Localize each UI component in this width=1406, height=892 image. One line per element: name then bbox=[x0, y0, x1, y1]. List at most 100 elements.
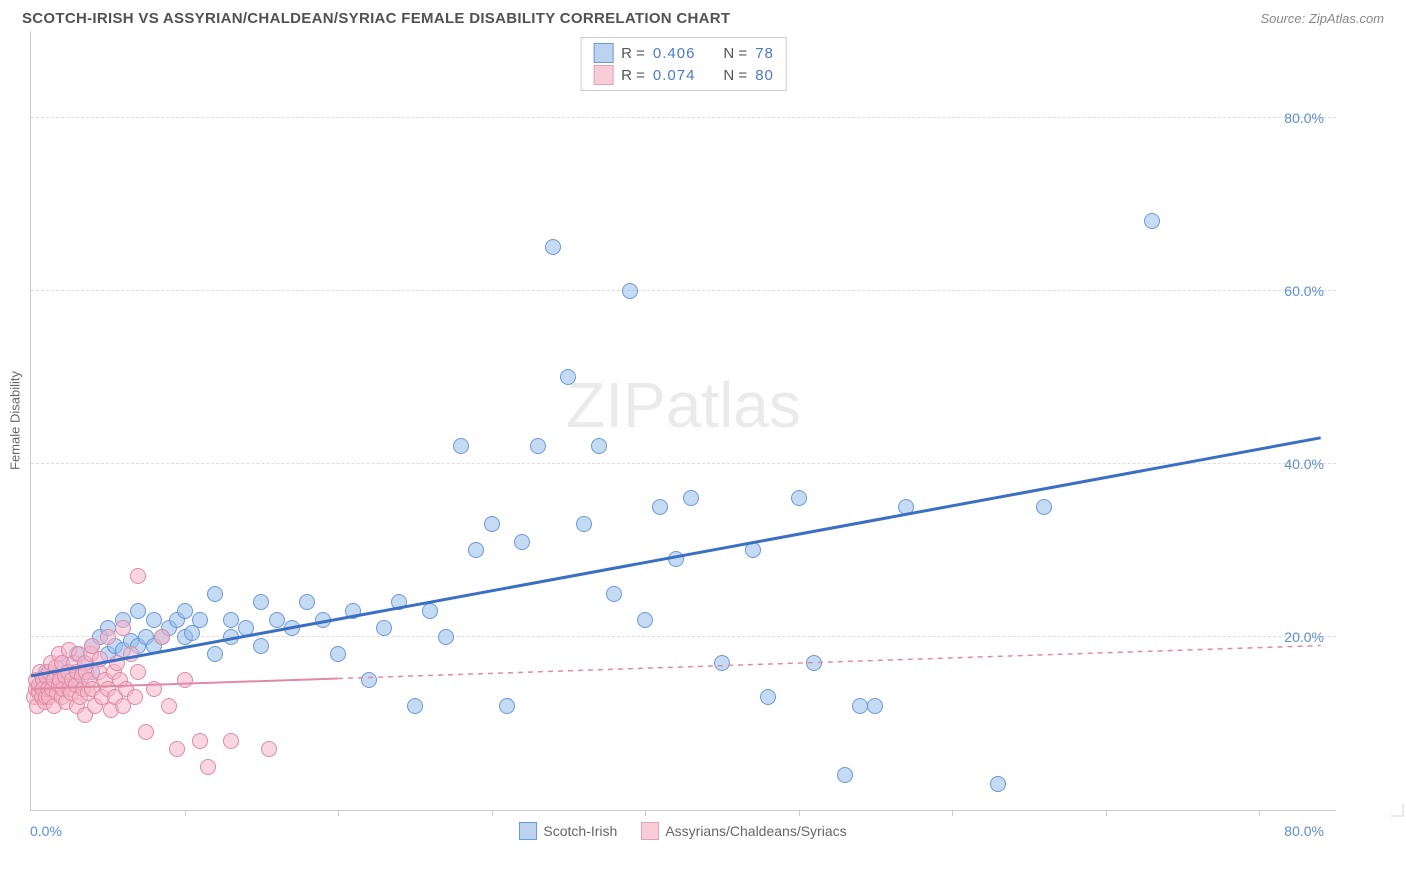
data-point-scotch-irish bbox=[391, 594, 407, 610]
data-point-scotch-irish bbox=[223, 629, 239, 645]
chart-title: SCOTCH-IRISH VS ASSYRIAN/CHALDEAN/SYRIAC… bbox=[22, 10, 730, 27]
legend-swatch-2 bbox=[593, 65, 613, 85]
legend-label-assyrians: Assyrians/Chaldeans/Syriacs bbox=[665, 823, 846, 839]
data-point-scotch-irish bbox=[622, 283, 638, 299]
data-point-scotch-irish bbox=[315, 612, 331, 628]
data-point-scotch-irish bbox=[269, 612, 285, 628]
plot-area: ZIPatlas R = 0.406 N = 78 R = 0.074 N = … bbox=[30, 31, 1336, 811]
y-tick-label: 80.0% bbox=[1284, 110, 1324, 126]
n-label-1: N = bbox=[723, 45, 747, 62]
legend-swatch-1 bbox=[593, 43, 613, 63]
y-tick-label: 40.0% bbox=[1284, 456, 1324, 472]
data-point-scotch-irish bbox=[299, 594, 315, 610]
data-point-assyrians bbox=[146, 681, 162, 697]
data-point-assyrians bbox=[130, 664, 146, 680]
r-value-1: 0.406 bbox=[653, 45, 696, 62]
data-point-scotch-irish bbox=[606, 586, 622, 602]
data-point-scotch-irish bbox=[146, 612, 162, 628]
y-tick-label: 20.0% bbox=[1284, 629, 1324, 645]
data-point-scotch-irish bbox=[361, 672, 377, 688]
data-point-scotch-irish bbox=[468, 542, 484, 558]
data-point-assyrians bbox=[192, 733, 208, 749]
data-point-scotch-irish bbox=[852, 698, 868, 714]
data-point-scotch-irish bbox=[345, 603, 361, 619]
legend-item-assyrians: Assyrians/Chaldeans/Syriacs bbox=[641, 822, 846, 840]
x-min-label: 0.0% bbox=[30, 823, 62, 839]
data-point-assyrians bbox=[177, 672, 193, 688]
x-max-label: 80.0% bbox=[1284, 823, 1324, 839]
data-point-scotch-irish bbox=[207, 586, 223, 602]
data-point-scotch-irish bbox=[1144, 213, 1160, 229]
data-point-assyrians bbox=[123, 646, 139, 662]
resize-icon bbox=[1390, 803, 1404, 817]
data-point-scotch-irish bbox=[591, 438, 607, 454]
data-point-scotch-irish bbox=[867, 698, 883, 714]
data-point-assyrians bbox=[223, 733, 239, 749]
source-credit: Source: ZipAtlas.com bbox=[1260, 11, 1384, 26]
data-point-assyrians bbox=[154, 629, 170, 645]
data-point-assyrians bbox=[92, 651, 108, 667]
gridline bbox=[31, 463, 1336, 464]
data-point-assyrians bbox=[115, 620, 131, 636]
data-point-scotch-irish bbox=[714, 655, 730, 671]
data-point-scotch-irish bbox=[668, 551, 684, 567]
r-label-1: R = bbox=[621, 45, 645, 62]
data-point-scotch-irish bbox=[177, 603, 193, 619]
data-point-scotch-irish bbox=[514, 534, 530, 550]
data-point-scotch-irish bbox=[253, 594, 269, 610]
data-point-scotch-irish bbox=[484, 516, 500, 532]
data-point-scotch-irish bbox=[898, 499, 914, 515]
data-point-scotch-irish bbox=[453, 438, 469, 454]
data-point-scotch-irish bbox=[576, 516, 592, 532]
r-label-2: R = bbox=[621, 67, 645, 84]
data-point-scotch-irish bbox=[791, 490, 807, 506]
data-point-scotch-irish bbox=[238, 620, 254, 636]
data-point-scotch-irish bbox=[806, 655, 822, 671]
data-point-scotch-irish bbox=[192, 612, 208, 628]
data-point-assyrians bbox=[130, 568, 146, 584]
data-point-scotch-irish bbox=[407, 698, 423, 714]
n-label-2: N = bbox=[723, 67, 747, 84]
legend-swatch-assyrians bbox=[641, 822, 659, 840]
data-point-scotch-irish bbox=[683, 490, 699, 506]
data-point-scotch-irish bbox=[376, 620, 392, 636]
data-point-scotch-irish bbox=[1036, 499, 1052, 515]
data-point-scotch-irish bbox=[207, 646, 223, 662]
correlation-legend: R = 0.406 N = 78 R = 0.074 N = 80 bbox=[580, 37, 787, 91]
data-point-scotch-irish bbox=[545, 239, 561, 255]
n-value-1: 78 bbox=[755, 45, 774, 62]
data-point-scotch-irish bbox=[499, 698, 515, 714]
trend-lines bbox=[31, 31, 1336, 810]
legend-row-2: R = 0.074 N = 80 bbox=[593, 64, 774, 86]
data-point-scotch-irish bbox=[760, 689, 776, 705]
legend-label-scotch-irish: Scotch-Irish bbox=[543, 823, 617, 839]
data-point-scotch-irish bbox=[438, 629, 454, 645]
series-legend: Scotch-Irish Assyrians/Chaldeans/Syriacs bbox=[519, 822, 846, 840]
data-point-scotch-irish bbox=[253, 638, 269, 654]
legend-swatch-scotch-irish bbox=[519, 822, 537, 840]
data-point-scotch-irish bbox=[530, 438, 546, 454]
gridline bbox=[31, 290, 1336, 291]
y-tick-label: 60.0% bbox=[1284, 283, 1324, 299]
data-point-assyrians bbox=[100, 629, 116, 645]
data-point-assyrians bbox=[169, 741, 185, 757]
data-point-assyrians bbox=[138, 724, 154, 740]
r-value-2: 0.074 bbox=[653, 67, 696, 84]
data-point-scotch-irish bbox=[284, 620, 300, 636]
data-point-scotch-irish bbox=[652, 499, 668, 515]
data-point-scotch-irish bbox=[990, 776, 1006, 792]
data-point-scotch-irish bbox=[130, 603, 146, 619]
data-point-scotch-irish bbox=[745, 542, 761, 558]
data-point-scotch-irish bbox=[422, 603, 438, 619]
data-point-scotch-irish bbox=[837, 767, 853, 783]
data-point-scotch-irish bbox=[637, 612, 653, 628]
data-point-scotch-irish bbox=[560, 369, 576, 385]
legend-row-1: R = 0.406 N = 78 bbox=[593, 42, 774, 64]
legend-item-scotch-irish: Scotch-Irish bbox=[519, 822, 617, 840]
data-point-scotch-irish bbox=[330, 646, 346, 662]
data-point-assyrians bbox=[200, 759, 216, 775]
watermark: ZIPatlas bbox=[566, 368, 801, 442]
gridline bbox=[31, 117, 1336, 118]
data-point-scotch-irish bbox=[223, 612, 239, 628]
n-value-2: 80 bbox=[755, 67, 774, 84]
